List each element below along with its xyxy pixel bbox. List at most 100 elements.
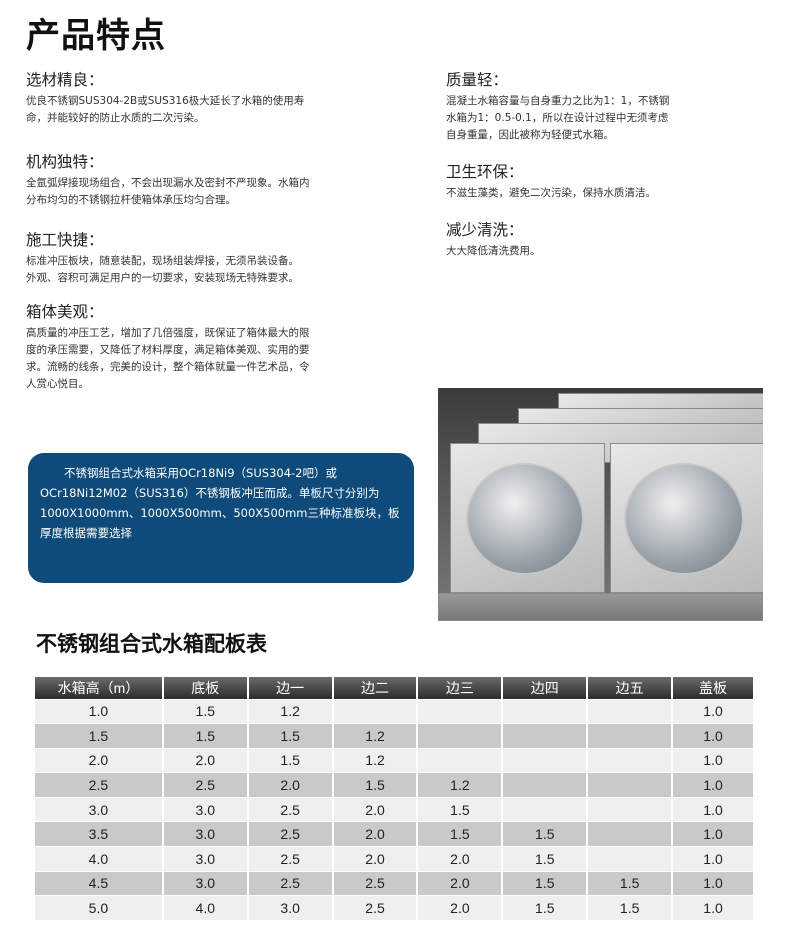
table-cell: 1.5 bbox=[417, 796, 504, 822]
table-cell bbox=[587, 723, 674, 749]
table-cell bbox=[417, 723, 504, 749]
table-row: 1.0 1.5 1.2 1.0 bbox=[35, 698, 755, 724]
column-header: 边二 bbox=[332, 677, 419, 699]
table-cell: 1.5 bbox=[162, 698, 249, 724]
table-cell: 3.0 bbox=[247, 895, 334, 921]
feature-heading: 卫生环保： bbox=[446, 163, 524, 181]
feature-text: 大大降低清洗费用。 bbox=[446, 245, 541, 257]
table-cell: 3.0 bbox=[162, 870, 249, 896]
table-cell: 1.0 bbox=[672, 895, 755, 921]
table-row: 4.5 3.0 2.5 2.5 2.0 1.5 1.5 1.0 bbox=[35, 870, 755, 896]
table-cell: 2.5 bbox=[247, 846, 334, 872]
table-cell: 3.0 bbox=[162, 821, 249, 847]
table-cell bbox=[587, 698, 674, 724]
column-header: 边三 bbox=[417, 677, 504, 699]
table-row: 2.0 2.0 1.5 1.2 1.0 bbox=[35, 747, 755, 773]
table-cell: 2.5 bbox=[247, 796, 334, 822]
table-cell: 2.5 bbox=[247, 870, 334, 896]
table-cell: 1.2 bbox=[417, 772, 504, 798]
table-cell: 1.2 bbox=[247, 698, 334, 724]
table-cell: 2.5 bbox=[247, 821, 334, 847]
table-cell: 1.0 bbox=[672, 870, 755, 896]
table-cell: 2.0 bbox=[35, 747, 164, 773]
feature-text: 自身重量，因此被称为轻便式水箱。 bbox=[446, 129, 614, 141]
table-cell: 1.5 bbox=[587, 895, 674, 921]
table-cell: 2.0 bbox=[417, 846, 504, 872]
table-cell: 3.5 bbox=[35, 821, 164, 847]
table-title: 不锈钢组合式水箱配板表 bbox=[36, 632, 267, 656]
table-cell bbox=[502, 772, 589, 798]
water-tank-photo bbox=[438, 388, 763, 621]
table-row: 1.5 1.5 1.5 1.2 1.0 bbox=[35, 723, 755, 749]
table-cell: 2.5 bbox=[35, 772, 164, 798]
table-cell: 1.0 bbox=[672, 698, 755, 724]
table-cell bbox=[502, 747, 589, 773]
table-cell: 3.0 bbox=[35, 796, 164, 822]
feature-heading: 选材精良： bbox=[26, 71, 104, 89]
feature-heading: 减少清洗： bbox=[446, 221, 524, 239]
feature-text: 命，并能较好的防止水质的二次污染。 bbox=[26, 112, 205, 124]
feature-block: 施工快捷： 标准冲压板块，随意装配，现场组装焊接，无须吊装设备。 外观、容积可满足用… bbox=[26, 228, 426, 287]
table-cell: 1.5 bbox=[332, 772, 419, 798]
table-cell: 2.0 bbox=[332, 846, 419, 872]
feature-text: 混凝土水箱容量与自身重力之比为1：1，不锈钢 bbox=[446, 95, 670, 107]
table-cell bbox=[587, 772, 674, 798]
table-cell: 1.5 bbox=[162, 723, 249, 749]
info-box: 不锈钢组合式水箱采用OCr18Ni9（SUS304-2吧）或OCr18Ni12M… bbox=[28, 453, 414, 583]
table-cell: 2.0 bbox=[417, 870, 504, 896]
page-title: 产品特点 bbox=[26, 16, 166, 56]
feature-block: 质量轻： 混凝土水箱容量与自身重力之比为1：1，不锈钢 水箱为1：0.5-0.1，所… bbox=[446, 68, 800, 144]
table-row: 3.5 3.0 2.5 2.0 1.5 1.5 1.0 bbox=[35, 821, 755, 847]
table-cell: 1.5 bbox=[502, 895, 589, 921]
table-cell: 1.5 bbox=[35, 723, 164, 749]
feature-text: 标准冲压板块，随意装配，现场组装焊接，无须吊装设备。 bbox=[26, 255, 299, 267]
table-cell: 2.0 bbox=[417, 895, 504, 921]
column-header: 边五 bbox=[587, 677, 674, 699]
feature-heading: 施工快捷： bbox=[26, 231, 104, 249]
table-row: 2.5 2.5 2.0 1.5 1.2 1.0 bbox=[35, 772, 755, 798]
panel-table: 水箱高（m） 底板 边一 边二 边三 边四 边五 盖板 1.0 1.5 1.2 1.0 1.5 1.5 1… bbox=[35, 677, 755, 921]
table-cell bbox=[417, 698, 504, 724]
table-cell: 4.0 bbox=[35, 846, 164, 872]
table-cell: 2.0 bbox=[162, 747, 249, 773]
table-cell bbox=[502, 723, 589, 749]
table-cell: 1.0 bbox=[672, 772, 755, 798]
table-cell bbox=[502, 796, 589, 822]
table-cell: 2.5 bbox=[162, 772, 249, 798]
feature-text: 人赏心悦目。 bbox=[26, 378, 89, 390]
feature-text: 优良不锈钢SUS304-2B或SUS316极大延长了水箱的使用寿 bbox=[26, 95, 305, 107]
column-header: 盖板 bbox=[672, 677, 755, 699]
feature-text: 外观、容积可满足用户的一切要求，安装现场无特殊要求。 bbox=[26, 272, 299, 284]
table-cell bbox=[587, 821, 674, 847]
table-cell: 3.0 bbox=[162, 846, 249, 872]
feature-text: 水箱为1：0.5-0.1，所以在设计过程中无须考虑 bbox=[446, 112, 669, 124]
table-cell: 1.5 bbox=[247, 747, 334, 773]
feature-text: 不滋生藻类，避免二次污染，保持水质清洁。 bbox=[446, 187, 656, 199]
feature-heading: 箱体美观： bbox=[26, 303, 104, 321]
column-header: 底板 bbox=[162, 677, 249, 699]
table-cell: 5.0 bbox=[35, 895, 164, 921]
table-cell bbox=[417, 747, 504, 773]
feature-block: 机构独特： 全氩弧焊接现场组合，不会出现漏水及密封不严现象。水箱内 分布均匀的不锈钢… bbox=[26, 150, 426, 209]
table-cell: 1.0 bbox=[35, 698, 164, 724]
table-cell: 1.0 bbox=[672, 723, 755, 749]
table-cell: 2.0 bbox=[247, 772, 334, 798]
feature-text: 高质量的冲压工艺，增加了几倍强度，既保证了箱体最大的限 bbox=[26, 327, 310, 339]
column-header: 边一 bbox=[247, 677, 334, 699]
table-cell: 1.5 bbox=[502, 846, 589, 872]
table-cell bbox=[587, 747, 674, 773]
feature-block: 箱体美观： 高质量的冲压工艺，增加了几倍强度，既保证了箱体最大的限 度的承压需要，又… bbox=[26, 300, 426, 393]
table-cell: 1.5 bbox=[502, 870, 589, 896]
feature-text: 求。流畅的线条，完美的设计，整个箱体就量一件艺术品，令 bbox=[26, 361, 310, 373]
table-cell: 1.0 bbox=[672, 796, 755, 822]
table-cell: 4.0 bbox=[162, 895, 249, 921]
table-cell: 2.5 bbox=[332, 895, 419, 921]
table-cell bbox=[587, 846, 674, 872]
table-cell: 2.5 bbox=[332, 870, 419, 896]
table-cell: 1.5 bbox=[502, 821, 589, 847]
table-cell: 1.0 bbox=[672, 846, 755, 872]
table-cell: 2.0 bbox=[332, 821, 419, 847]
table-cell: 1.5 bbox=[247, 723, 334, 749]
table-cell bbox=[587, 796, 674, 822]
feature-heading: 质量轻： bbox=[446, 71, 509, 89]
